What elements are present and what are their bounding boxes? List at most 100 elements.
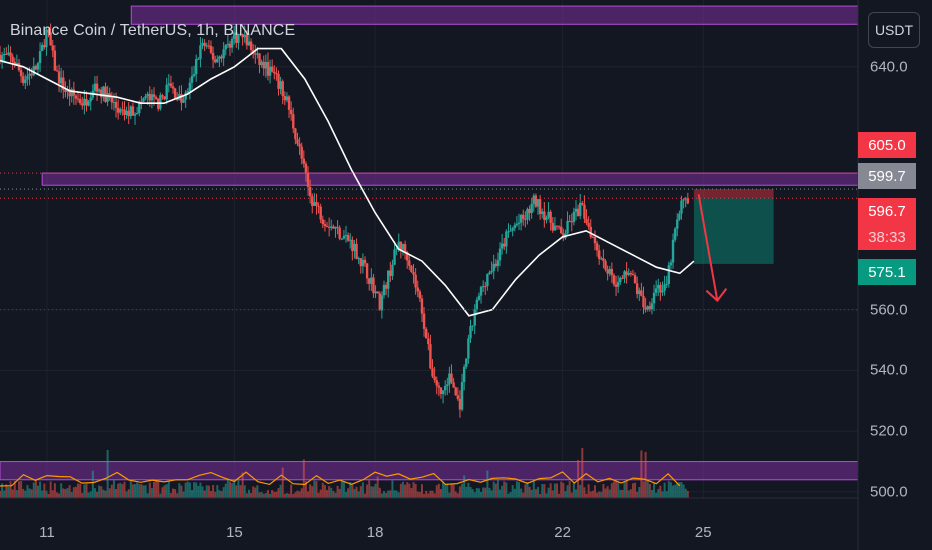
candle-body [431, 368, 434, 377]
candle-body [638, 290, 641, 295]
candle-body [410, 265, 413, 272]
volume-bar [686, 491, 689, 498]
volume-bar [361, 482, 364, 498]
candle-body [70, 89, 73, 97]
candle-body [467, 338, 470, 359]
volume-bar [3, 490, 6, 498]
volume-bar [269, 493, 272, 498]
volume-bar [492, 481, 495, 498]
candle-body [384, 284, 388, 289]
candle-body [346, 235, 350, 241]
candle-body [43, 45, 46, 48]
candle-body [302, 158, 306, 164]
volume-bar [602, 483, 605, 498]
candle-body [503, 243, 506, 247]
candle-body [399, 241, 403, 250]
volume-bar [509, 492, 512, 498]
candle-body [146, 93, 149, 97]
candle-body [370, 277, 373, 284]
candle-body [401, 244, 405, 250]
candle-body [652, 292, 656, 304]
volume-bar [112, 480, 115, 498]
volume-bar [418, 492, 421, 498]
candle-body [665, 283, 668, 285]
candle-body [671, 239, 675, 263]
candle-body [95, 83, 99, 92]
volume-bar [530, 489, 533, 498]
volume-bar [51, 490, 54, 498]
volume-bar [393, 490, 396, 498]
candle-body [123, 109, 126, 116]
candle-body [81, 103, 84, 106]
candle-body [412, 271, 415, 275]
candle-body [323, 224, 327, 226]
candle-body [270, 66, 274, 72]
volume-bar [547, 487, 550, 498]
volume-bar [28, 488, 31, 498]
volume-bar [323, 485, 326, 498]
volume-bar [629, 489, 632, 498]
candle-body [606, 269, 609, 274]
volume-bar [311, 486, 314, 498]
volume-bar [127, 489, 130, 498]
volume-bar [610, 483, 613, 498]
candle-body [3, 53, 6, 56]
volume-bar [241, 472, 244, 498]
volume-bar [136, 482, 139, 498]
volume-bar [612, 481, 615, 498]
volume-bar [300, 488, 303, 498]
overlays [0, 47, 858, 487]
volume-bar [285, 493, 288, 498]
volume-bar [355, 486, 358, 498]
candle-body [133, 114, 137, 116]
candle-body [262, 61, 265, 69]
candle-body [507, 231, 510, 233]
candle-body [469, 326, 472, 339]
volume-bar [591, 490, 594, 498]
candle-body [612, 275, 616, 285]
candle-body [17, 63, 21, 71]
volume-bar [233, 480, 236, 498]
candle-body [26, 76, 29, 80]
volume-bar [62, 488, 65, 498]
volume-bar [501, 485, 504, 498]
currency-button[interactable]: USDT [868, 12, 920, 48]
candle-body [15, 63, 19, 65]
candle-body [452, 382, 455, 388]
candle-body [391, 264, 394, 276]
volume-bar [336, 485, 339, 498]
candle-body [443, 385, 447, 391]
candle-body [509, 230, 512, 232]
volume-bar [212, 484, 215, 498]
volume-bar [524, 484, 527, 498]
volume-bar [220, 491, 223, 498]
volume-bar [589, 491, 592, 498]
volume-bar [89, 491, 92, 498]
candle-body [97, 89, 101, 92]
volume-bar [231, 483, 234, 498]
candle-body [72, 89, 76, 96]
candle-body [355, 243, 358, 260]
candle-body [616, 282, 620, 287]
volume-bar [22, 488, 25, 498]
volume-bar [574, 489, 577, 498]
volume-bar [93, 488, 96, 498]
volume-bar [87, 492, 90, 498]
volume-bar [604, 488, 607, 498]
volume-bar [174, 489, 177, 498]
volume-bar [85, 483, 88, 498]
volume-bar [439, 489, 442, 498]
candle-body [304, 163, 308, 173]
candle-body [192, 74, 196, 76]
volume-bar [79, 483, 82, 498]
candle-body [579, 202, 582, 216]
candle-body [500, 243, 504, 249]
volume-bar [505, 482, 508, 498]
volume-bar [53, 483, 56, 498]
volume-bar [68, 485, 71, 498]
volume-bar [302, 459, 305, 498]
candle-body [114, 101, 118, 108]
candle-body [296, 139, 299, 144]
volume-bar [541, 484, 544, 498]
